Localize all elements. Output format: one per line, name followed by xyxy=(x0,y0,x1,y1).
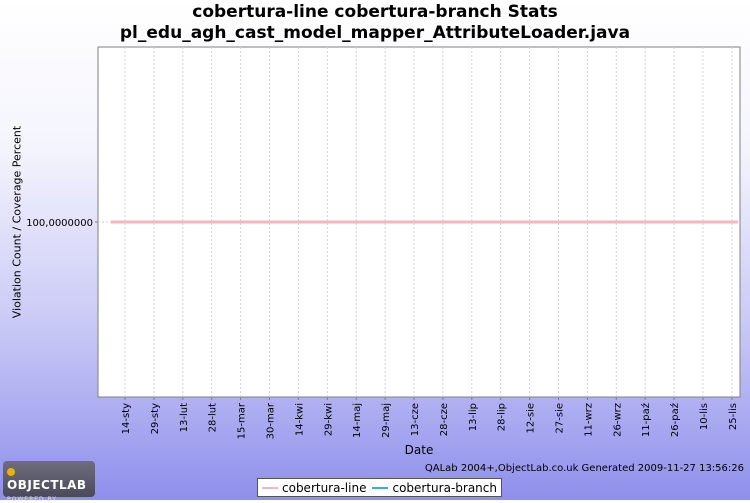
y-axis-label: Violation Count / Coverage Percent xyxy=(10,125,24,319)
x-tick-label: 30-mar xyxy=(266,402,277,439)
logo-main-text: OBJECTLAB xyxy=(7,478,87,492)
x-tick-label: 14-maj xyxy=(352,403,363,438)
x-tick-label: 13-lut xyxy=(179,403,190,432)
x-tick-label: 14-kwi xyxy=(294,403,305,436)
x-tick-label: 27-sie xyxy=(555,403,566,433)
x-tick-label: 29-sty xyxy=(150,403,161,434)
legend-label: cobertura-line xyxy=(282,480,367,495)
chart-title-line-1: cobertura-line cobertura-branch Stats xyxy=(192,2,558,22)
legend-label: cobertura-branch xyxy=(392,480,497,495)
x-tick-label: 11-paź xyxy=(640,403,652,437)
x-tick-label: 29-maj xyxy=(381,403,392,438)
legend-swatch-icon xyxy=(372,486,389,489)
chart-legend: cobertura-line cobertura-branch xyxy=(257,478,502,497)
x-tick-label: 26-paź xyxy=(669,403,681,437)
x-tick-label: 14-sty xyxy=(121,403,132,434)
objectlab-logo: OBJECTLAB POWERED BY xyxy=(3,461,95,503)
logo-dot-icon xyxy=(7,468,15,476)
x-axis-label: Date xyxy=(404,443,434,457)
chart-title-line-2: pl_edu_agh_cast_model_mapper_AttributeLo… xyxy=(119,23,631,43)
y-tick-label: 100,0000000 xyxy=(26,218,93,229)
x-tick-label: 25-lis xyxy=(728,403,739,430)
x-tick-label: 13-lip xyxy=(468,403,479,431)
x-tick-label: 28-lut xyxy=(208,403,219,432)
x-tick-label: 29-kwi xyxy=(323,403,334,436)
x-tick-label: 26-wrz xyxy=(612,403,623,437)
x-tick-label: 13-cze xyxy=(410,403,421,436)
legend-item-cobertura-line: cobertura-line xyxy=(262,481,366,495)
x-tick-label: 15-mar xyxy=(237,402,248,439)
legend-item-cobertura-branch: cobertura-branch xyxy=(372,481,497,495)
legend-swatch-icon xyxy=(262,486,278,489)
x-tick-label: 28-cze xyxy=(439,403,450,436)
x-axis-ticks: 14-sty 29-sty 13-lut 28-lut 15-mar 30-mar 14-k… xyxy=(121,397,739,439)
footer-credit: QALab 2004+,ObjectLab.co.uk Generated 20… xyxy=(424,463,744,474)
x-tick-label: 10-lis xyxy=(699,403,710,430)
x-tick-label: 11-wrz xyxy=(583,403,594,437)
x-tick-label: 12-sie xyxy=(526,403,537,433)
x-tick-label: 28-lip xyxy=(497,403,508,431)
y-axis-ticks: 100,0000000 xyxy=(26,218,98,229)
